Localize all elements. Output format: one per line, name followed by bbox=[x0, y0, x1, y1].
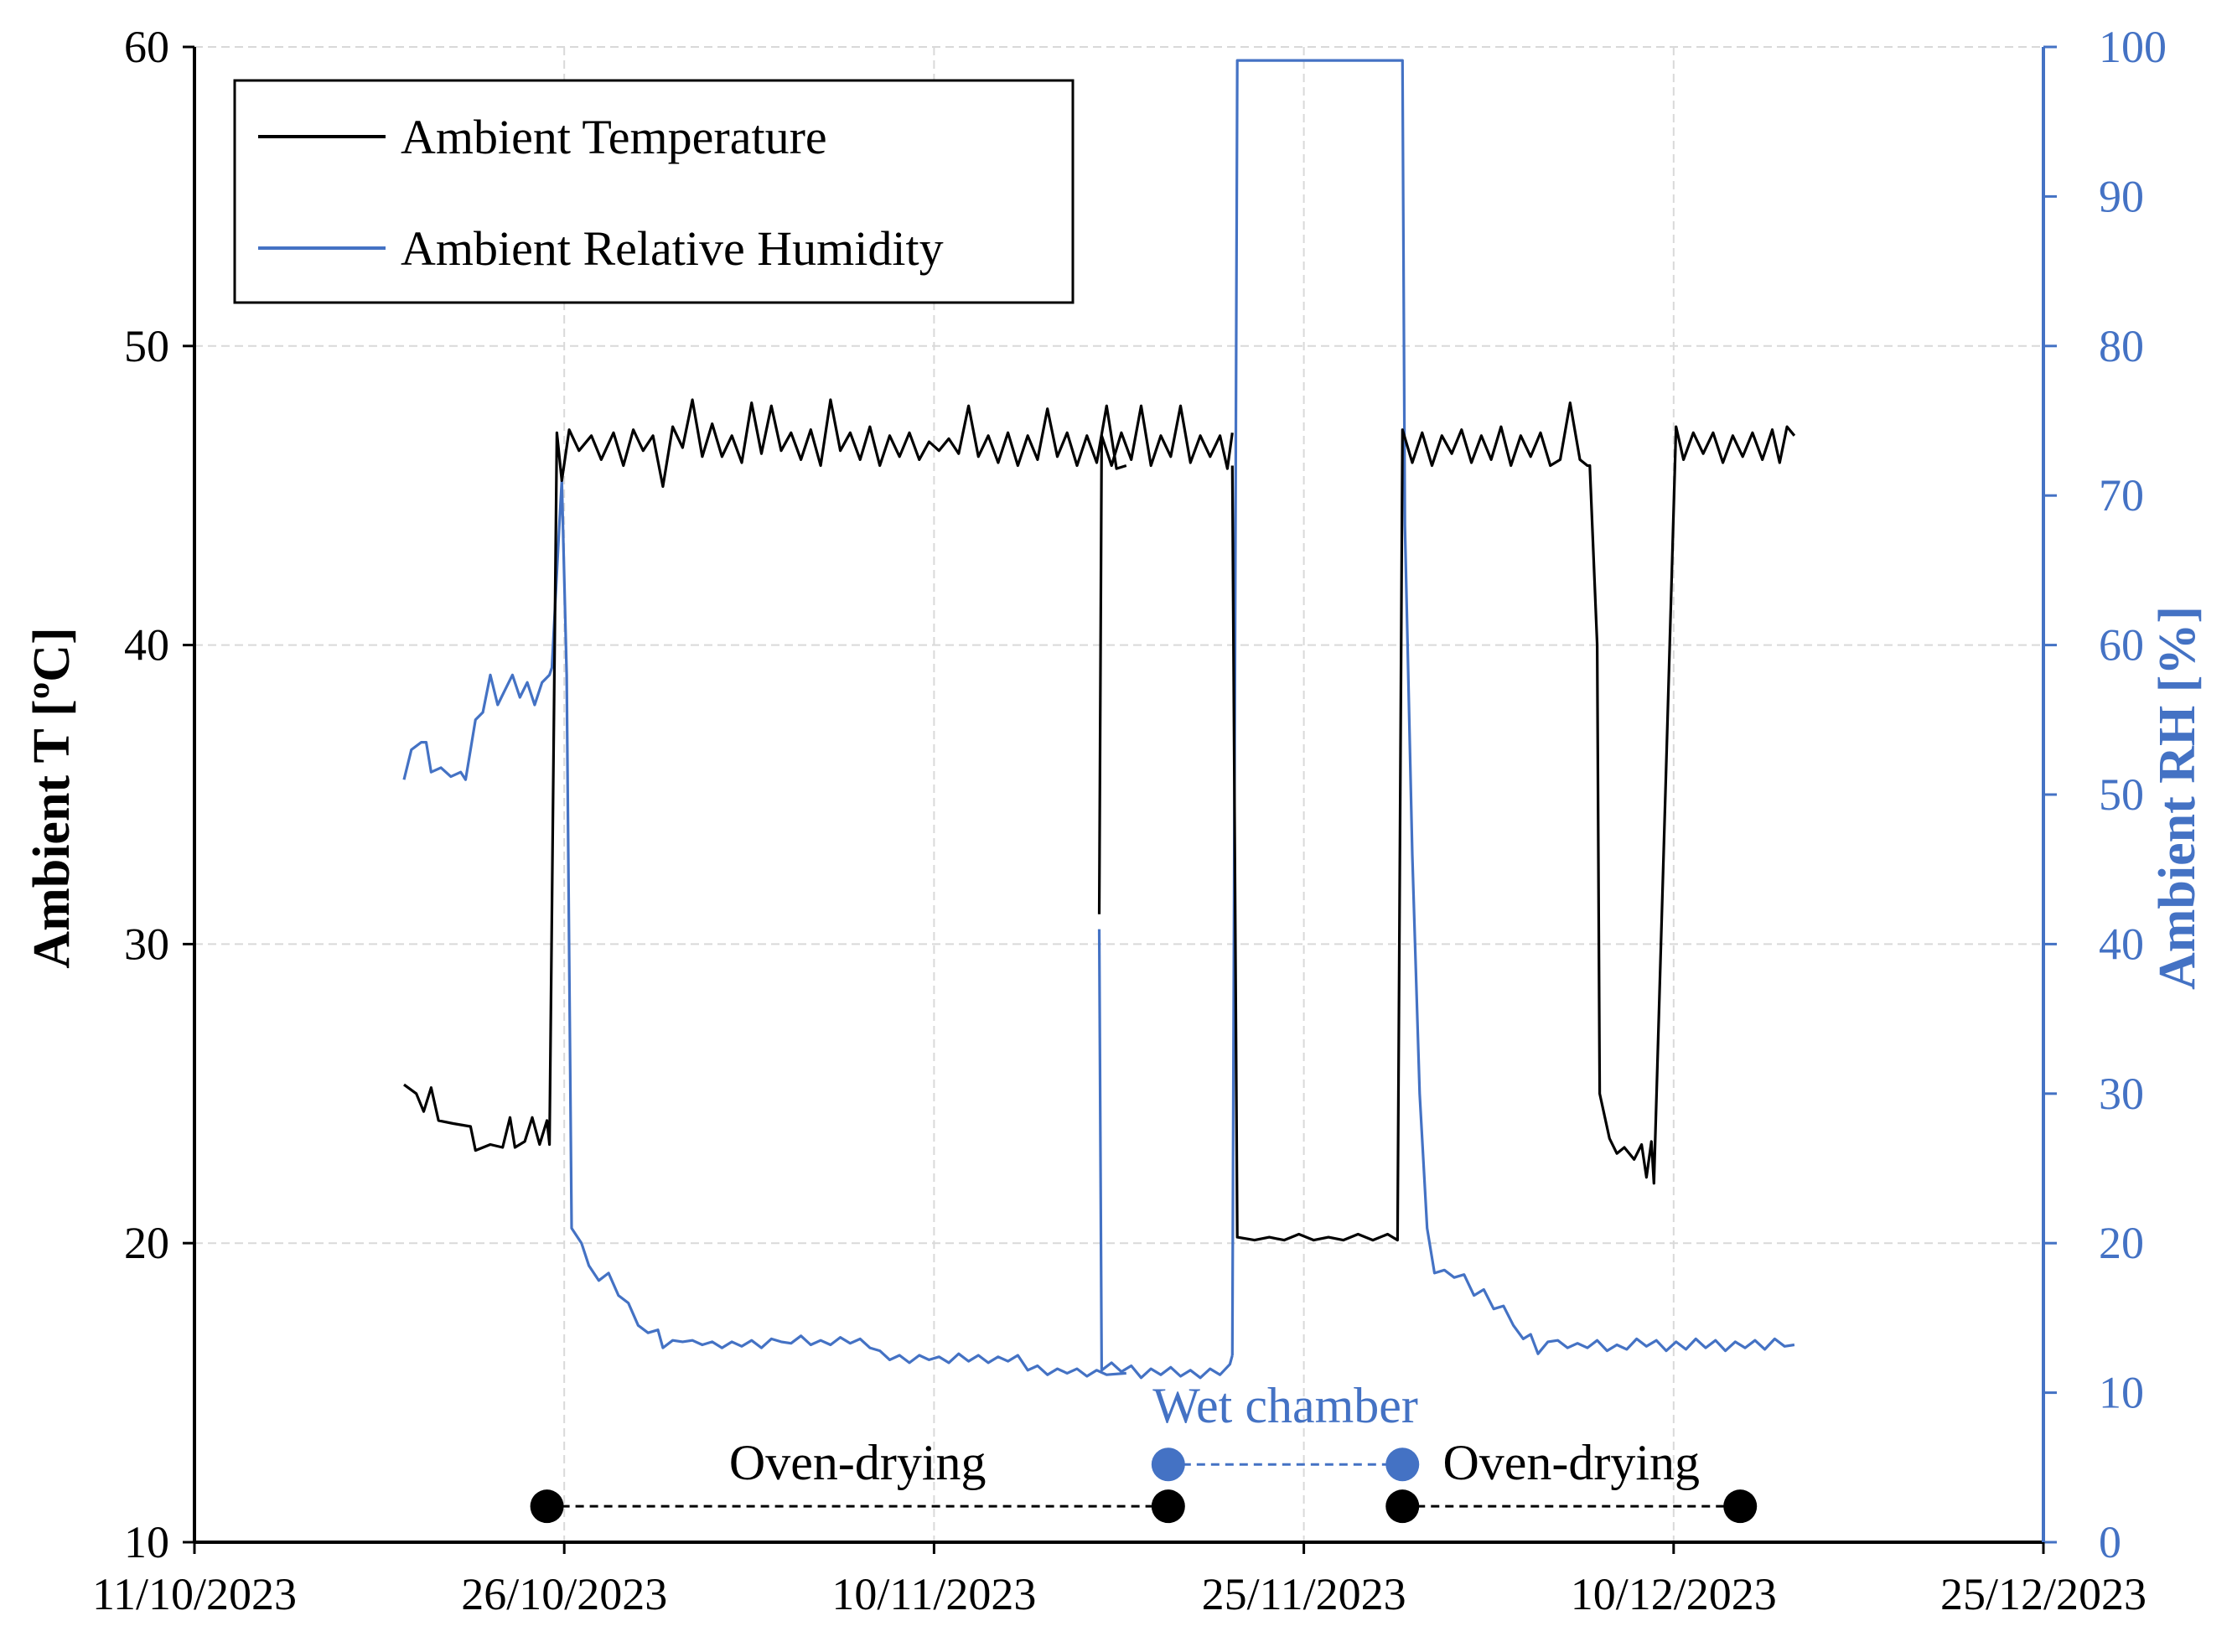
y-right-tick-label: 90 bbox=[2099, 171, 2144, 221]
y-left-tick-label: 30 bbox=[124, 919, 169, 969]
y-right-tick-label: 20 bbox=[2099, 1218, 2144, 1268]
annotation-marker-oven1-end bbox=[1151, 1489, 1185, 1524]
annotation-marker-oven1-start bbox=[530, 1489, 564, 1524]
y-right-tick-label: 60 bbox=[2099, 620, 2144, 671]
y-right-tick-label: 10 bbox=[2099, 1368, 2144, 1418]
annotation-label-wet: Wet chamber bbox=[1152, 1378, 1418, 1433]
x-tick-label: 25/11/2023 bbox=[1202, 1569, 1406, 1619]
annotation-label-oven2: Oven-drying bbox=[1442, 1435, 1700, 1490]
x-tick-label: 10/12/2023 bbox=[1571, 1569, 1777, 1619]
axes: 10 20 30 40 50 60 0 10 20 30 40 50 60 70 80 90 100 11/10/… bbox=[92, 22, 2167, 1619]
series-line-ambient-temperature-seg3 bbox=[1230, 401, 1796, 1242]
series-line-ambient-relative-humidity-seg2 bbox=[1097, 929, 1234, 1380]
annotation-marker-wet-start bbox=[1151, 1447, 1185, 1482]
timeline-annotations: Oven-drying Wet chamber Oven-drying bbox=[530, 1378, 1758, 1524]
y-left-tick-label: 10 bbox=[124, 1517, 169, 1567]
y-left-tick-label: 40 bbox=[124, 620, 169, 671]
x-tick-label: 10/11/2023 bbox=[831, 1569, 1036, 1619]
y-right-tick-label: 70 bbox=[2099, 470, 2144, 520]
series-line-ambient-relative-humidity-seg3 bbox=[1230, 59, 1795, 1356]
y-axis-right-title: Ambient RH [%] bbox=[2149, 606, 2206, 990]
series-layer bbox=[402, 59, 1796, 1380]
y-right-tick-label: 30 bbox=[2099, 1069, 2144, 1119]
y-axis-left-title: Ambient T [ºC] bbox=[23, 627, 80, 968]
annotation-marker-oven2-end bbox=[1723, 1489, 1758, 1524]
annotation-marker-wet-end bbox=[1385, 1447, 1420, 1482]
y-right-tick-label: 80 bbox=[2099, 321, 2144, 371]
y-right-tick-label: 40 bbox=[2099, 919, 2144, 969]
series-line-ambient-temperature-seg2 bbox=[1097, 404, 1234, 914]
series-line-ambient-temperature-seg1 bbox=[403, 398, 1127, 1152]
y-right-tick-label: 100 bbox=[2099, 22, 2167, 72]
y-right-tick-label: 50 bbox=[2099, 769, 2144, 820]
y-left-tick-label: 50 bbox=[124, 321, 169, 371]
y-left-tick-label: 60 bbox=[124, 22, 169, 72]
y-left-tick-label: 20 bbox=[124, 1218, 169, 1268]
legend: Ambient Temperature Ambient Relative Hum… bbox=[233, 79, 1075, 304]
y-right-tick-label: 0 bbox=[2099, 1517, 2121, 1567]
x-tick-label: 25/12/2023 bbox=[1940, 1569, 2147, 1619]
annotation-marker-oven2-start bbox=[1385, 1489, 1420, 1524]
legend-box bbox=[233, 79, 1075, 304]
legend-label-humidity: Ambient Relative Humidity bbox=[401, 221, 944, 276]
annotation-label-oven1: Oven-drying bbox=[729, 1435, 987, 1490]
x-tick-label: 11/10/2023 bbox=[92, 1569, 297, 1619]
series-line-ambient-relative-humidity-seg1 bbox=[402, 479, 1126, 1378]
legend-label-temperature: Ambient Temperature bbox=[401, 110, 827, 164]
x-tick-label: 26/10/2023 bbox=[461, 1569, 667, 1619]
